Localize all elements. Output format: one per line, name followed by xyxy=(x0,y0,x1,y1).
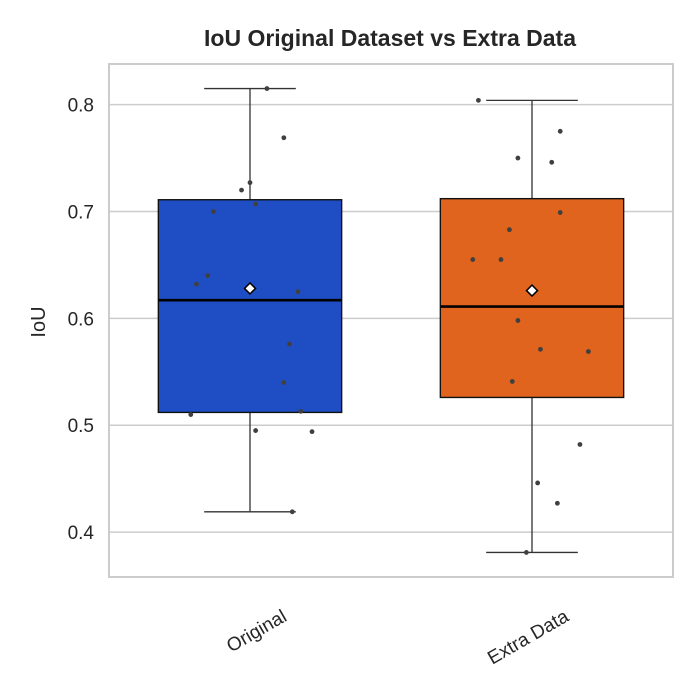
data-point xyxy=(309,429,315,435)
data-point xyxy=(239,187,244,193)
y-tick-label: 0.8 xyxy=(68,96,94,117)
data-point xyxy=(538,346,543,352)
x-tick-label: Original xyxy=(223,606,290,657)
y-axis-label: IoU xyxy=(28,306,50,337)
data-point xyxy=(470,257,476,262)
data-point xyxy=(498,257,504,262)
data-point xyxy=(295,289,301,295)
data-point xyxy=(557,128,563,134)
y-tick-label: 0.5 xyxy=(68,416,94,437)
data-point xyxy=(253,201,259,207)
data-point xyxy=(264,86,270,91)
data-point xyxy=(253,428,259,433)
data-point xyxy=(549,159,555,165)
data-point xyxy=(515,155,521,161)
data-point xyxy=(281,135,287,141)
data-point xyxy=(205,273,211,279)
y-axis-ticks: 0.4 0.5 0.6 0.7 0.8 xyxy=(68,96,95,544)
data-point xyxy=(554,500,560,506)
data-point xyxy=(281,380,287,385)
x-axis-ticks: Original Extra Data xyxy=(223,606,573,669)
mean-marker xyxy=(525,284,539,298)
y-tick-label: 0.6 xyxy=(68,309,94,330)
data-point xyxy=(247,180,253,186)
box-extra-data xyxy=(439,197,625,399)
data-point xyxy=(289,509,295,515)
chart-title: IoU Original Dataset vs Extra Data xyxy=(204,25,576,51)
data-point xyxy=(287,341,292,347)
strip-points xyxy=(188,86,591,555)
y-tick-label: 0.4 xyxy=(68,523,95,544)
mean-marker xyxy=(243,281,257,295)
mean-markers xyxy=(243,281,539,298)
data-point xyxy=(523,550,529,555)
data-point xyxy=(515,318,521,323)
data-point xyxy=(586,349,591,354)
data-point xyxy=(188,412,194,417)
y-tick-label: 0.7 xyxy=(68,202,94,223)
data-point xyxy=(577,442,583,447)
box-original xyxy=(157,199,343,414)
data-point xyxy=(210,209,216,214)
box-series xyxy=(157,87,625,554)
data-point xyxy=(507,227,512,233)
plot-frame xyxy=(108,63,674,578)
data-point xyxy=(476,97,481,103)
data-point xyxy=(194,281,199,287)
data-point xyxy=(535,480,541,486)
data-point xyxy=(298,408,304,414)
data-point xyxy=(557,210,563,215)
data-point xyxy=(509,379,515,384)
x-tick-label: Extra Data xyxy=(484,606,573,669)
